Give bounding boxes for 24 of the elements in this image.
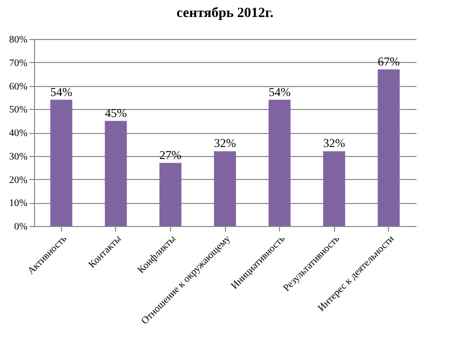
- bar: [214, 151, 236, 226]
- y-tick-label: 80%: [9, 34, 28, 46]
- data-label: 54%: [268, 84, 291, 99]
- chart-title: сентябрь 2012г.: [176, 6, 274, 21]
- bar: [104, 120, 127, 226]
- y-tick-label: 50%: [9, 104, 28, 116]
- data-label: 67%: [378, 54, 400, 68]
- y-tick-label: 40%: [9, 128, 28, 139]
- data-label: 32%: [323, 136, 346, 150]
- y-tick-label: 30%: [9, 151, 28, 162]
- bar: [268, 100, 291, 226]
- y-tick-label: 20%: [9, 174, 28, 186]
- data-label: 54%: [50, 84, 72, 99]
- y-tick-label: 70%: [9, 58, 28, 69]
- data-label: 32%: [214, 136, 236, 150]
- y-tick-label: 0%: [14, 222, 28, 232]
- y-tick-label: 10%: [9, 198, 28, 210]
- data-label: 45%: [104, 106, 127, 120]
- bar: [50, 100, 72, 226]
- data-label: 27%: [159, 148, 182, 162]
- y-tick-label: 60%: [9, 81, 28, 92]
- bar: [378, 69, 400, 226]
- bar: [323, 151, 346, 226]
- bar: [159, 162, 182, 226]
